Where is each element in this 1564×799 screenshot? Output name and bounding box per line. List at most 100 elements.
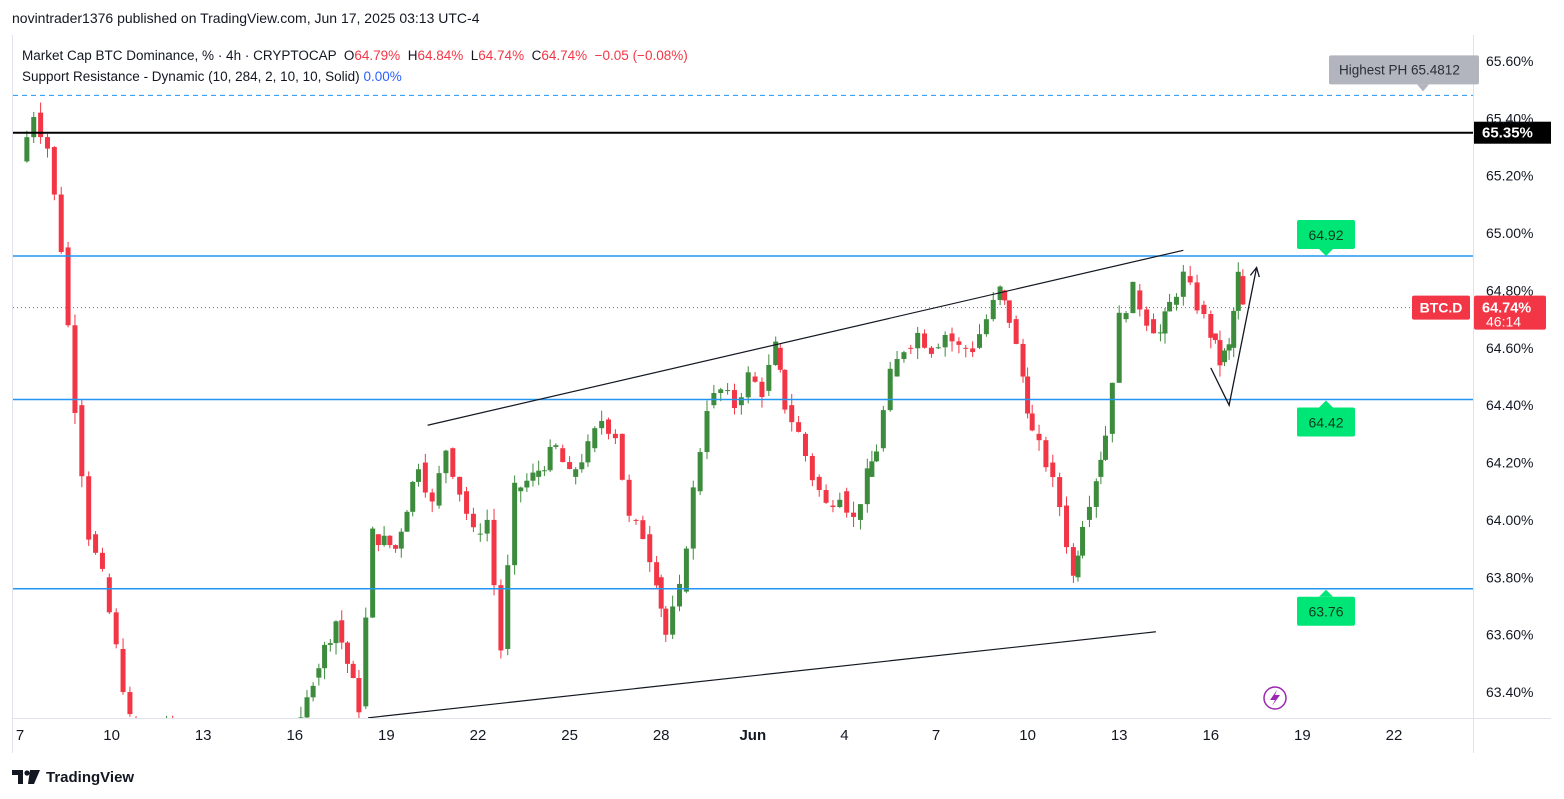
- black-level-tag-label: 65.35%: [1482, 125, 1533, 142]
- wedge-trendline: [427, 249, 1184, 426]
- candle-up: [1116, 312, 1122, 383]
- sr-tag-label: 64.42: [1308, 414, 1343, 430]
- candle-down: [949, 333, 955, 342]
- time-tick-label: 22: [1386, 727, 1403, 744]
- candle-up: [1222, 350, 1228, 363]
- candle-up: [1093, 481, 1099, 507]
- candle-down: [387, 535, 393, 546]
- candle-down: [491, 519, 497, 586]
- candle-down: [752, 376, 758, 382]
- highest-ph-tag: Highest PH 65.4812: [1329, 55, 1479, 92]
- candle-up: [585, 441, 591, 463]
- candle-up: [1162, 311, 1168, 334]
- candle-up: [738, 397, 744, 406]
- candle-down: [58, 194, 64, 252]
- sr-tag-label: 63.76: [1308, 604, 1343, 620]
- candle-down: [658, 577, 664, 609]
- candle-down: [647, 534, 653, 563]
- sr-tag-arrow: [1319, 400, 1333, 408]
- countdown-label: 46:14: [1486, 314, 1521, 330]
- candle-down: [956, 341, 962, 345]
- candle-up: [697, 452, 703, 492]
- candle-up: [316, 668, 322, 678]
- candle-down: [1208, 314, 1214, 338]
- candle-up: [31, 117, 37, 138]
- candle-up: [690, 487, 696, 549]
- candle-down: [1036, 433, 1042, 441]
- candle-down: [1187, 276, 1193, 283]
- black-level-tag-bg: [1474, 121, 1551, 144]
- candle-up: [24, 137, 30, 162]
- candle-down: [1025, 376, 1031, 414]
- lightning-icon-bolt: [1270, 690, 1280, 706]
- candle-down: [809, 456, 815, 481]
- candle-down: [606, 419, 612, 434]
- candle-up: [1109, 382, 1115, 434]
- candle-down: [350, 663, 356, 679]
- candle-up: [547, 446, 553, 471]
- candle-up: [880, 410, 886, 449]
- indicator-value: 0.00%: [363, 69, 402, 84]
- price-tick-label: 64.00%: [1486, 512, 1533, 528]
- candle-up: [436, 473, 442, 506]
- time-tick-label: 25: [561, 727, 578, 744]
- candle-up: [404, 511, 410, 532]
- candle-down: [663, 608, 669, 635]
- candle-up: [745, 372, 751, 398]
- candle-down: [498, 585, 504, 651]
- sr-level-tag: 64.42: [1297, 400, 1355, 437]
- price-tick-label: 63.40%: [1486, 684, 1533, 700]
- candle-down: [1144, 309, 1150, 326]
- candle-down: [393, 545, 399, 549]
- candle-up: [1102, 435, 1108, 460]
- candle-down: [99, 552, 105, 569]
- sr-tag-bg: [1297, 220, 1355, 250]
- candle-down: [356, 678, 362, 713]
- current-price-tag-bg: [1474, 295, 1546, 330]
- candle-down: [86, 476, 92, 540]
- candle-down: [640, 520, 646, 540]
- candle-down: [1240, 276, 1246, 305]
- candle-down: [1050, 462, 1056, 478]
- legend-low-label: L: [470, 48, 479, 63]
- candle-down: [170, 721, 175, 731]
- candle-up: [541, 470, 547, 472]
- candle-up: [915, 332, 921, 349]
- price-tick-label: 64.20%: [1486, 455, 1533, 471]
- legend-indicator-row[interactable]: Support Resistance - Dynamic (10, 284, 2…: [22, 66, 688, 87]
- candle-down: [782, 369, 788, 410]
- price-tick-label: 65.60%: [1486, 53, 1533, 69]
- time-tick-label: 28: [653, 727, 670, 744]
- candles: [24, 102, 1246, 731]
- candle-up: [857, 504, 863, 520]
- candle-up: [1226, 344, 1232, 351]
- candle-down: [457, 476, 463, 495]
- candle-down: [470, 513, 476, 528]
- candle-up: [677, 583, 683, 607]
- legend-close-label: C: [531, 48, 542, 63]
- candle-up: [1173, 296, 1179, 305]
- candle-down: [789, 405, 795, 423]
- candle-down: [106, 577, 112, 613]
- candle-down: [654, 562, 660, 586]
- price-chart[interactable]: 64.92 64.42 63.76 65.35% Highest PH 65.4812 6…: [13, 35, 1551, 753]
- time-tick-label: 4: [840, 727, 848, 744]
- sr-tag-arrow: [1319, 589, 1333, 597]
- candle-down: [1013, 319, 1019, 344]
- time-tick-label: 7: [16, 727, 24, 744]
- time-tick-label: 10: [103, 727, 120, 744]
- candle-up: [873, 451, 879, 462]
- candle-up: [310, 685, 316, 698]
- time-tick-label: 16: [1202, 727, 1219, 744]
- candle-up: [990, 299, 996, 320]
- candle-up: [977, 334, 983, 348]
- candle-down: [1002, 290, 1008, 301]
- legend-symbol-row[interactable]: Market Cap BTC Dominance, % · 4h · CRYPT…: [22, 45, 688, 66]
- time-tick-label: 13: [1111, 727, 1128, 744]
- candle-down: [464, 491, 470, 514]
- candle-down: [908, 347, 914, 349]
- wedge-trendline: [368, 631, 1156, 718]
- projection-arrowhead: [1249, 266, 1260, 278]
- price-tick-label: 65.20%: [1486, 168, 1533, 184]
- chart-area[interactable]: 64.92 64.42 63.76 65.35% Highest PH 65.4812 6…: [12, 35, 1551, 753]
